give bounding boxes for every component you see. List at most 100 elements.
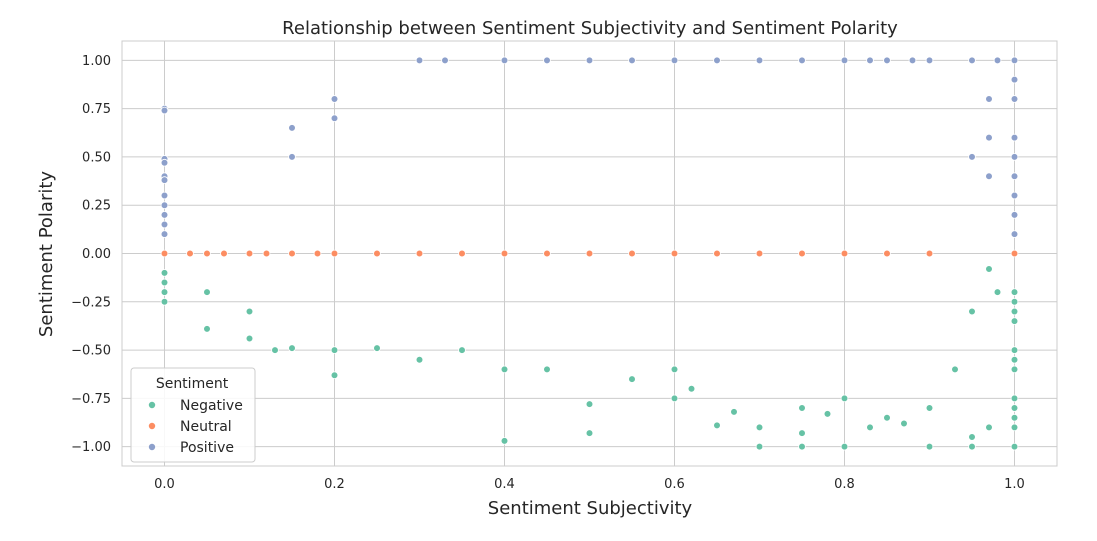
scatter-point-negative <box>203 325 211 333</box>
scatter-point-negative <box>798 429 806 437</box>
scatter-point-neutral <box>500 249 509 258</box>
scatter-point-positive <box>585 56 594 65</box>
y-tick-label: 1.00 <box>82 54 111 69</box>
scatter-point-neutral <box>245 249 254 258</box>
scatter-point-negative <box>840 394 849 403</box>
scatter-point-positive <box>670 56 679 65</box>
scatter-point-positive <box>160 230 169 238</box>
scatter-point-positive <box>985 133 993 142</box>
scatter-point-negative <box>271 346 279 354</box>
scatter-point-negative <box>670 365 679 374</box>
scatter-point-positive <box>500 56 509 65</box>
scatter-point-positive <box>1010 211 1019 219</box>
scatter-point-positive <box>288 124 296 132</box>
scatter-point-positive <box>1010 95 1019 103</box>
scatter-point-positive <box>1010 56 1019 65</box>
x-tick-label: 0.6 <box>664 477 685 492</box>
scatter-point-negative <box>160 288 169 296</box>
legend-marker-neutral <box>147 421 156 430</box>
scatter-point-positive <box>985 172 993 181</box>
scatter-point-negative <box>160 278 169 287</box>
scatter-point-negative <box>687 384 696 393</box>
scatter-point-neutral <box>1010 249 1019 258</box>
legend-label-negative: Negative <box>180 398 243 414</box>
scatter-point-positive <box>160 158 169 167</box>
legend-box <box>130 367 256 463</box>
scatter-point-positive <box>1010 230 1019 238</box>
scatter-point-negative <box>245 334 254 343</box>
scatter-point-positive <box>755 56 764 65</box>
scatter-point-negative <box>985 423 993 432</box>
scatter-point-negative <box>968 307 976 316</box>
scatter-point-negative <box>968 433 976 441</box>
scatter-point-neutral <box>925 249 934 258</box>
legend-label-positive: Positive <box>180 440 234 456</box>
scatter-point-positive <box>441 56 449 65</box>
chart-title: Relationship between Sentiment Subjectiv… <box>282 18 898 39</box>
legend-items: Negative Neutral Positive <box>147 398 243 456</box>
scatter-point-positive <box>1010 172 1019 181</box>
scatter-point-negative <box>330 371 339 380</box>
legend: Sentiment Negative Neutral Positive <box>130 367 256 463</box>
scatter-point-positive <box>968 153 976 161</box>
scatter-point-negative <box>713 421 721 430</box>
scatter-point-positive <box>968 56 976 65</box>
scatter-point-neutral <box>883 249 891 258</box>
x-tick-label: 0.2 <box>324 477 345 492</box>
x-tick-label: 0.0 <box>154 477 175 492</box>
scatter-point-negative <box>985 265 993 273</box>
scatter-point-negative <box>755 442 764 451</box>
scatter-point-negative <box>866 423 874 432</box>
y-tick-label: 0.75 <box>82 102 111 117</box>
scatter-point-negative <box>1010 365 1019 374</box>
scatter-point-positive <box>993 56 1002 65</box>
scatter-point-neutral <box>798 249 806 258</box>
x-tick-label: 0.4 <box>494 477 515 492</box>
scatter-point-neutral <box>373 249 381 258</box>
scatter-point-positive <box>1010 153 1019 161</box>
scatter-point-negative <box>1010 297 1019 306</box>
scatter-point-negative <box>968 442 976 451</box>
scatter-point-neutral <box>288 249 296 258</box>
scatter-point-negative <box>925 442 934 451</box>
scatter-point-positive <box>628 56 636 65</box>
scatter-point-neutral <box>160 249 169 258</box>
legend-label-neutral: Neutral <box>180 419 232 435</box>
scatter-point-positive <box>1010 75 1019 84</box>
scatter-point-negative <box>951 365 959 374</box>
scatter-point-positive <box>160 106 169 115</box>
scatter-point-neutral <box>628 249 636 258</box>
y-axis-ticks: 1.00 0.75 0.50 0.25 0.00 −0.25 −0.50 −0.75 −1.00 <box>71 54 111 455</box>
scatter-point-neutral <box>186 249 194 258</box>
scatter-point-positive <box>866 56 874 65</box>
scatter-point-positive <box>925 56 934 65</box>
scatter-point-negative <box>1010 404 1019 412</box>
scatter-point-negative <box>203 288 211 296</box>
x-tick-label: 0.8 <box>834 477 855 492</box>
scatter-point-positive <box>798 56 806 65</box>
y-tick-label: −0.25 <box>71 295 111 310</box>
scatter-point-positive <box>713 56 721 65</box>
scatter-points <box>160 56 1019 451</box>
scatter-point-positive <box>1010 191 1019 200</box>
scatter-point-neutral <box>543 249 551 258</box>
scatter-point-negative <box>1010 346 1019 354</box>
scatter-point-negative <box>993 288 1002 296</box>
scatter-point-positive <box>883 56 891 65</box>
scatter-point-positive <box>330 114 339 123</box>
scatter-point-negative <box>730 408 738 416</box>
scatter-point-negative <box>1010 413 1019 422</box>
scatter-point-positive <box>288 153 296 161</box>
scatter-point-neutral <box>713 249 721 258</box>
scatter-point-negative <box>798 442 806 451</box>
scatter-point-negative <box>1010 317 1019 325</box>
scatter-point-negative <box>1010 394 1019 403</box>
scatter-point-positive <box>985 95 993 103</box>
y-tick-label: 0.50 <box>82 150 111 165</box>
scatter-point-neutral <box>458 249 466 258</box>
scatter-point-neutral <box>330 249 339 258</box>
scatter-point-positive <box>160 211 169 219</box>
series-positive <box>160 56 1019 238</box>
scatter-point-negative <box>288 344 296 352</box>
